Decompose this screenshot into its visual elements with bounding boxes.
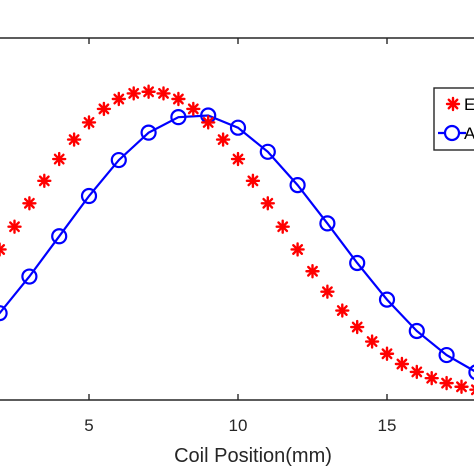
x-tick-label: 5	[84, 416, 93, 435]
series-e-point	[305, 264, 320, 279]
series-a-point	[289, 177, 306, 194]
legend-a-label: A	[464, 124, 474, 143]
series-e-point	[245, 173, 261, 189]
series-e-point	[186, 101, 201, 117]
series-e-point	[156, 86, 171, 101]
series-e-point	[454, 379, 469, 394]
series-e-point	[52, 151, 67, 167]
series-a-point	[468, 364, 474, 380]
plot-marks	[0, 84, 474, 396]
series-e-point	[275, 219, 290, 234]
series-e-point	[424, 370, 439, 386]
series-e-point	[215, 132, 231, 147]
series-e-point	[200, 115, 216, 130]
series-e-point	[350, 319, 365, 335]
series-e-point	[379, 346, 395, 361]
plot-area	[0, 38, 474, 400]
x-ticks: 5 10 15	[84, 38, 396, 435]
legend-e-marker	[445, 96, 461, 112]
series-e-point	[409, 364, 424, 380]
series-e-point	[22, 196, 37, 211]
series-e-point	[335, 303, 350, 318]
series-e-point	[141, 84, 156, 99]
axes	[0, 37, 474, 401]
series-e-point	[111, 91, 127, 107]
series-a-point	[259, 143, 276, 160]
series-e-point	[320, 284, 335, 299]
series-a-point	[140, 124, 157, 141]
series-e-point	[7, 219, 22, 234]
series-a-point	[438, 346, 455, 364]
series-e-point	[171, 91, 186, 107]
plot-clip-group	[0, 84, 474, 396]
series-e-point	[37, 173, 52, 189]
series-e-point	[96, 101, 112, 117]
series-e-point	[439, 375, 454, 391]
series-a-point	[80, 187, 98, 205]
series-a-point	[229, 119, 247, 136]
series-a-line	[0, 114, 474, 373]
legend-e-label: E	[464, 95, 474, 114]
series-e-point	[394, 356, 410, 372]
series-a-point	[378, 291, 396, 308]
x-tick-label: 10	[229, 416, 248, 435]
legend-a-marker	[443, 124, 461, 142]
series-a-point	[349, 254, 366, 272]
series-a-point	[0, 305, 8, 322]
x-tick-label: 15	[378, 416, 397, 435]
series-a-point	[21, 268, 38, 285]
series-e-point	[66, 132, 82, 147]
series-e-point	[81, 115, 97, 130]
series-a-point	[319, 215, 336, 232]
series-a-point	[110, 151, 127, 169]
series-a-point	[408, 322, 425, 340]
series-e-point	[364, 334, 380, 349]
series-e-point	[260, 196, 275, 211]
series-e-point	[126, 86, 141, 101]
series-e-point	[230, 151, 246, 167]
series-e-point	[0, 242, 7, 257]
legend: EA	[433, 87, 474, 151]
series-e-point	[290, 242, 305, 257]
series-a-point	[51, 228, 68, 245]
series-a-point	[170, 109, 187, 126]
x-axis-title: Coil Position(mm)	[174, 445, 332, 467]
